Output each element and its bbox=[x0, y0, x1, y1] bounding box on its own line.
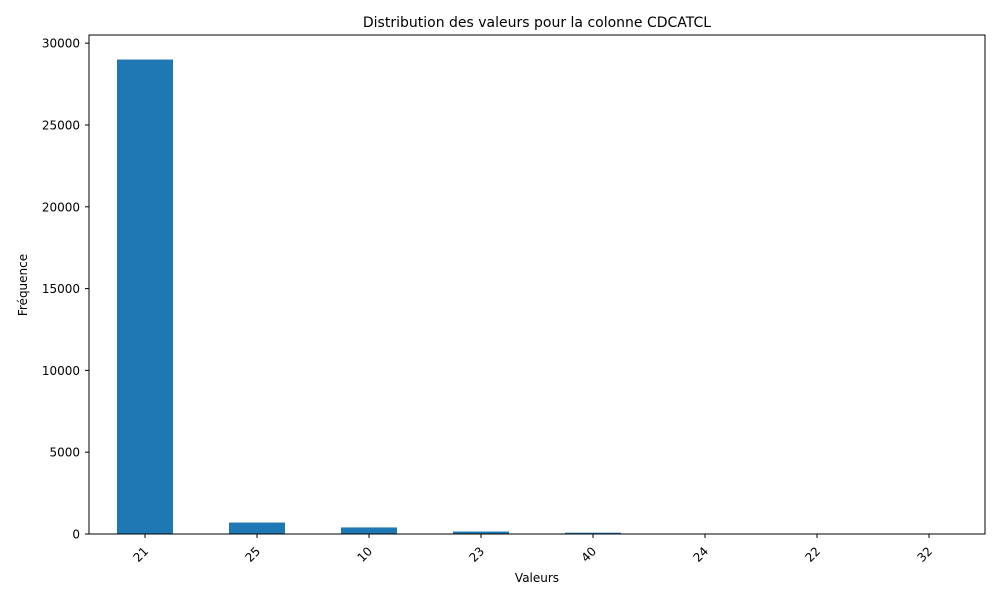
x-tick-label: 23 bbox=[466, 544, 487, 565]
x-tick-label: 25 bbox=[242, 544, 263, 565]
plot-area bbox=[117, 60, 957, 534]
y-tick-label: 10000 bbox=[42, 364, 80, 378]
x-tick-label: 24 bbox=[690, 544, 711, 565]
bar-21 bbox=[117, 60, 173, 534]
plot-frame bbox=[89, 35, 985, 534]
y-tick-label: 20000 bbox=[42, 200, 80, 214]
chart-title: Distribution des valeurs pour la colonne… bbox=[363, 15, 711, 31]
x-tick-label: 32 bbox=[914, 544, 935, 565]
y-axis-label: Fréquence bbox=[16, 254, 30, 316]
bar-10 bbox=[341, 527, 397, 534]
x-tick-label: 21 bbox=[130, 544, 151, 565]
x-axis-label: Valeurs bbox=[515, 571, 559, 585]
x-axis: 21 25 10 23 40 24 22 32 bbox=[130, 534, 935, 565]
x-tick-label: 10 bbox=[354, 544, 375, 565]
y-tick-label: 15000 bbox=[42, 282, 80, 296]
y-tick-label: 25000 bbox=[42, 118, 80, 132]
x-tick-label: 22 bbox=[802, 544, 823, 565]
y-axis: 0 5000 10000 15000 20000 25000 30000 bbox=[42, 37, 89, 542]
bar-25 bbox=[229, 523, 285, 534]
y-tick-label: 30000 bbox=[42, 37, 80, 51]
y-tick-label: 5000 bbox=[49, 446, 80, 460]
x-tick-label: 40 bbox=[578, 544, 599, 565]
y-tick-label: 0 bbox=[72, 528, 80, 542]
